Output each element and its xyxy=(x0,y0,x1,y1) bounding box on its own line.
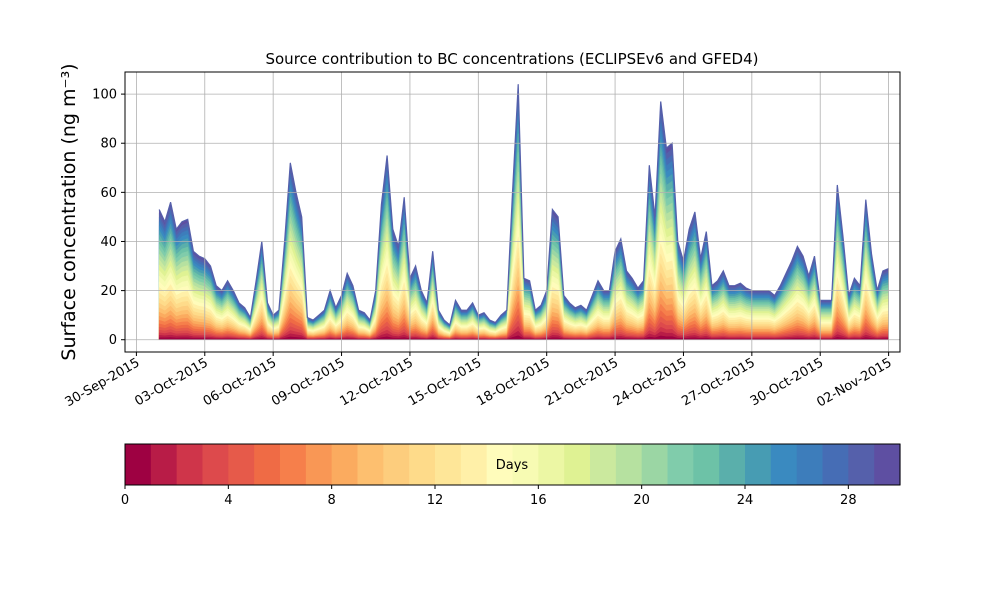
x-tick-label: 09-Oct-2015 xyxy=(269,355,347,409)
x-tick-label: 24-Oct-2015 xyxy=(611,355,689,409)
colorbar-swatch xyxy=(848,444,875,485)
x-tick-label: 03-Oct-2015 xyxy=(132,355,210,409)
x-tick-label: 18-Oct-2015 xyxy=(474,355,552,409)
y-tick-label: 80 xyxy=(100,137,117,152)
colorbar-swatch xyxy=(512,444,539,485)
x-axis-ticks: 30-Sep-201503-Oct-201506-Oct-201509-Oct-… xyxy=(63,352,895,410)
colorbar-swatch xyxy=(176,444,204,485)
colorbar-swatch xyxy=(641,444,669,485)
colorbar-tick-label: 12 xyxy=(427,493,444,508)
colorbar-swatch xyxy=(486,444,514,485)
y-axis-ticks: 0 20 40 60 80 100 xyxy=(92,88,125,348)
x-tick-label: 15-Oct-2015 xyxy=(406,355,484,409)
colorbar-swatch xyxy=(460,444,488,485)
colorbar-swatch xyxy=(202,444,229,485)
area-layer-0 xyxy=(158,335,889,340)
colorbar-swatch xyxy=(667,444,694,485)
colorbar-swatch xyxy=(796,444,824,485)
y-axis-label: Surface concentration (ng m⁻³) xyxy=(58,63,80,360)
colorbar-swatch xyxy=(228,444,255,485)
colorbar-ticks: 0 4 8 12 16 20 24 28 xyxy=(121,485,857,508)
plot-frame xyxy=(124,71,901,353)
x-tick-label: 21-Oct-2015 xyxy=(543,355,621,409)
y-tick-label: 0 xyxy=(109,333,117,348)
x-tick-label: 30-Sep-2015 xyxy=(63,355,143,410)
colorbar-tick-label: 8 xyxy=(328,493,336,508)
colorbar-swatch xyxy=(590,444,617,485)
colorbar xyxy=(125,444,901,485)
stacked-areas xyxy=(158,84,889,340)
x-tick-label: 30-Oct-2015 xyxy=(748,355,826,409)
colorbar-swatch xyxy=(564,444,591,485)
colorbar-swatch xyxy=(822,444,849,485)
colorbar-swatch xyxy=(745,444,772,485)
colorbar-swatch xyxy=(719,444,746,485)
x-tick-label: 02-Nov-2015 xyxy=(814,355,894,410)
colorbar-tick-label: 20 xyxy=(633,493,650,508)
chart-title: Source contribution to BC concentrations… xyxy=(265,50,758,68)
colorbar-tick-label: 24 xyxy=(737,493,754,508)
colorbar-tick-label: 16 xyxy=(530,493,547,508)
x-tick-label: 12-Oct-2015 xyxy=(338,355,416,409)
colorbar-swatch xyxy=(305,444,333,485)
colorbar-swatch xyxy=(615,444,643,485)
colorbar-swatch xyxy=(693,444,720,485)
x-tick-label: 06-Oct-2015 xyxy=(201,355,279,409)
colorbar-frame xyxy=(124,443,901,486)
colorbar-tick-label: 0 xyxy=(121,493,129,508)
grid-lines xyxy=(125,72,900,352)
colorbar-swatch xyxy=(280,444,307,485)
y-tick-label: 40 xyxy=(100,235,117,250)
y-tick-label: 100 xyxy=(92,88,117,103)
colorbar-swatch xyxy=(770,444,798,485)
area-layer-1 xyxy=(158,330,889,340)
colorbar-swatch xyxy=(254,444,281,485)
colorbar-swatch xyxy=(331,444,359,485)
colorbar-swatch xyxy=(538,444,565,485)
colorbar-tick-label: 28 xyxy=(840,493,857,508)
colorbar-swatch xyxy=(357,444,384,485)
colorbar-swatch xyxy=(409,444,436,485)
colorbar-swatch xyxy=(125,444,152,485)
y-tick-label: 60 xyxy=(100,186,117,201)
x-tick-label: 27-Oct-2015 xyxy=(679,355,757,409)
colorbar-swatch xyxy=(150,444,178,485)
colorbar-label: Days xyxy=(496,458,529,473)
colorbar-tick-label: 4 xyxy=(224,493,232,508)
y-tick-label: 20 xyxy=(100,284,117,299)
colorbar-swatch xyxy=(435,444,462,485)
colorbar-swatch xyxy=(383,444,410,485)
colorbar-swatch xyxy=(874,444,901,485)
